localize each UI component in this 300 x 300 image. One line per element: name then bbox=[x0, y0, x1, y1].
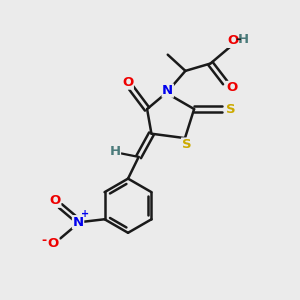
Text: S: S bbox=[226, 103, 235, 116]
Text: -: - bbox=[236, 33, 241, 46]
Text: -: - bbox=[42, 234, 47, 247]
Text: H: H bbox=[109, 146, 120, 158]
Text: O: O bbox=[47, 237, 59, 250]
Text: N: N bbox=[162, 84, 173, 97]
Text: O: O bbox=[226, 82, 237, 94]
Text: O: O bbox=[50, 194, 61, 207]
Text: +: + bbox=[81, 209, 89, 219]
Text: O: O bbox=[227, 34, 239, 47]
Text: H: H bbox=[238, 33, 249, 46]
Text: O: O bbox=[122, 76, 133, 89]
Text: S: S bbox=[182, 138, 191, 151]
Text: N: N bbox=[73, 216, 84, 229]
